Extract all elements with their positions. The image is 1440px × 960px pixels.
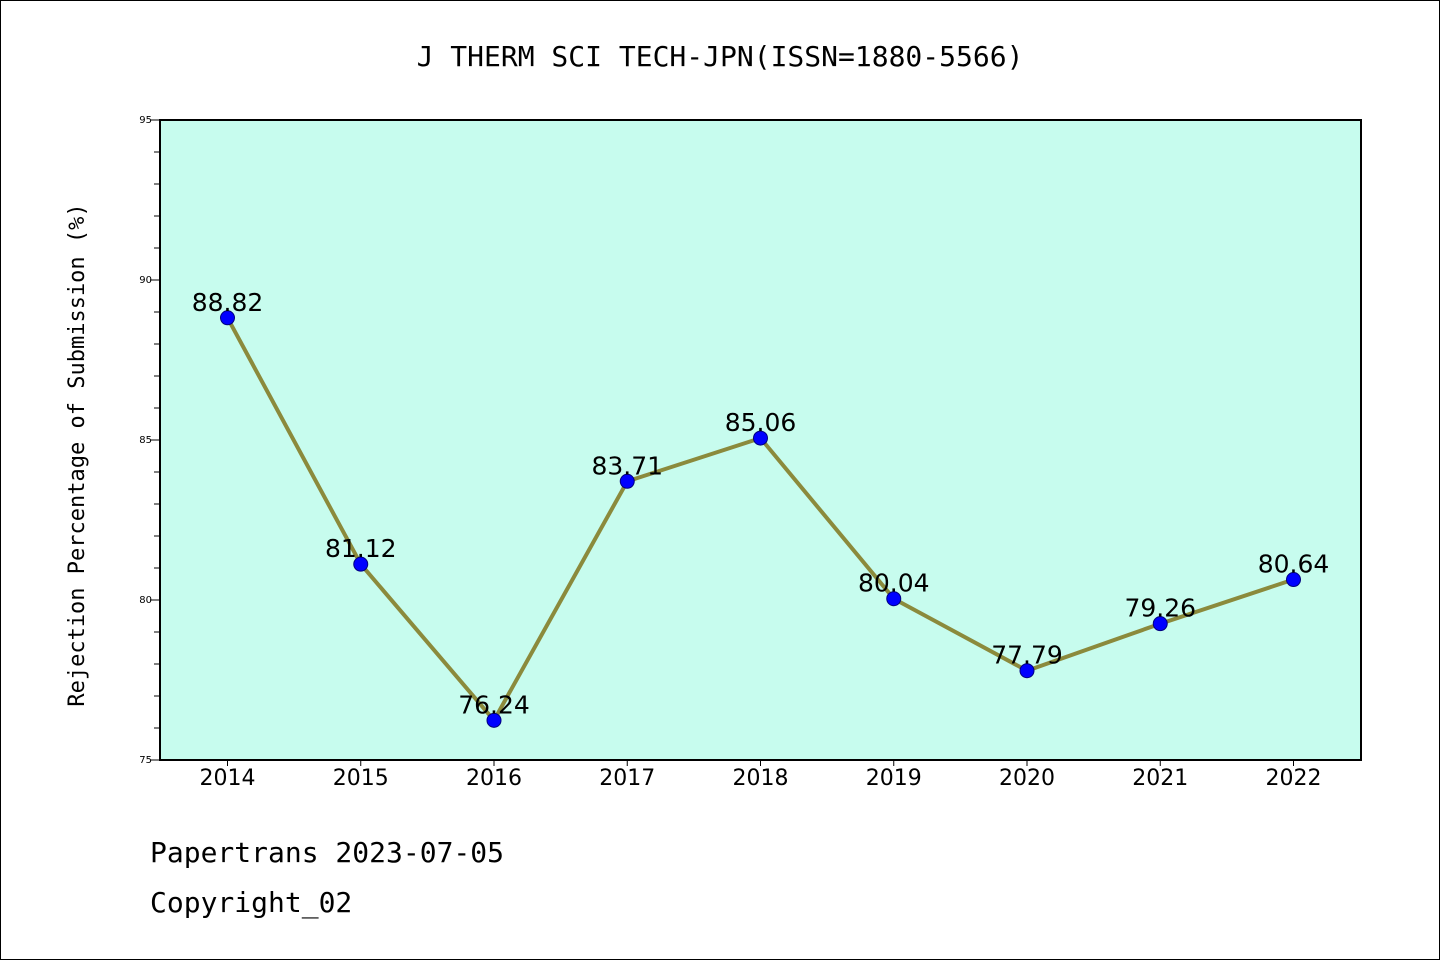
footer-date: Papertrans 2023-07-05 [150, 836, 505, 869]
y-axis-label: Rejection Percentage of Submission (%) [65, 203, 90, 706]
x-tick-label: 2021 [1132, 766, 1188, 791]
data-point [886, 591, 902, 607]
data-label: 79.26 [1124, 594, 1196, 623]
data-label: 77.79 [991, 641, 1063, 670]
data-point [486, 712, 502, 728]
data-label: 80.04 [858, 569, 930, 598]
footer-copyright: Copyright_02 [150, 886, 353, 919]
x-tick-label: 2015 [333, 766, 389, 791]
data-label: 88.82 [192, 288, 264, 317]
data-points [220, 310, 1301, 728]
y-axis-ticks: 75 80 85 90 95 [139, 115, 160, 766]
data-labels: 88.82 81.12 76.24 83.71 85.06 80.04 77.79 79.26… [192, 288, 1330, 720]
y-tick-label: 90 [139, 275, 152, 286]
x-tick-label: 2019 [866, 766, 922, 791]
data-point [619, 473, 635, 489]
data-label: 76.24 [458, 690, 530, 719]
data-label: 83.71 [591, 451, 663, 480]
data-point [220, 310, 235, 326]
x-tick-label: 2016 [466, 766, 522, 791]
y-tick-label: 80 [139, 595, 152, 606]
data-point [753, 430, 768, 446]
y-tick-label: 75 [139, 755, 152, 766]
data-label: 81.12 [325, 534, 397, 563]
data-point [1019, 663, 1035, 679]
data-label: 80.64 [1258, 550, 1330, 579]
data-label: 85.06 [725, 408, 797, 437]
chart-title: J THERM SCI TECH-JPN(ISSN=1880-5566) [417, 40, 1024, 73]
y-tick-label: 85 [139, 435, 152, 446]
data-point [353, 556, 369, 572]
x-tick-label: 2017 [599, 766, 655, 791]
x-axis-ticks: 2014 2015 2016 2017 2018 2019 2020 2021 2022 [200, 760, 1322, 791]
x-tick-label: 2020 [999, 766, 1055, 791]
data-point [1286, 572, 1301, 588]
x-tick-label: 2014 [200, 766, 256, 791]
x-tick-label: 2022 [1266, 766, 1322, 791]
x-tick-label: 2018 [733, 766, 789, 791]
y-tick-label: 95 [139, 115, 152, 126]
data-point [1152, 616, 1168, 632]
